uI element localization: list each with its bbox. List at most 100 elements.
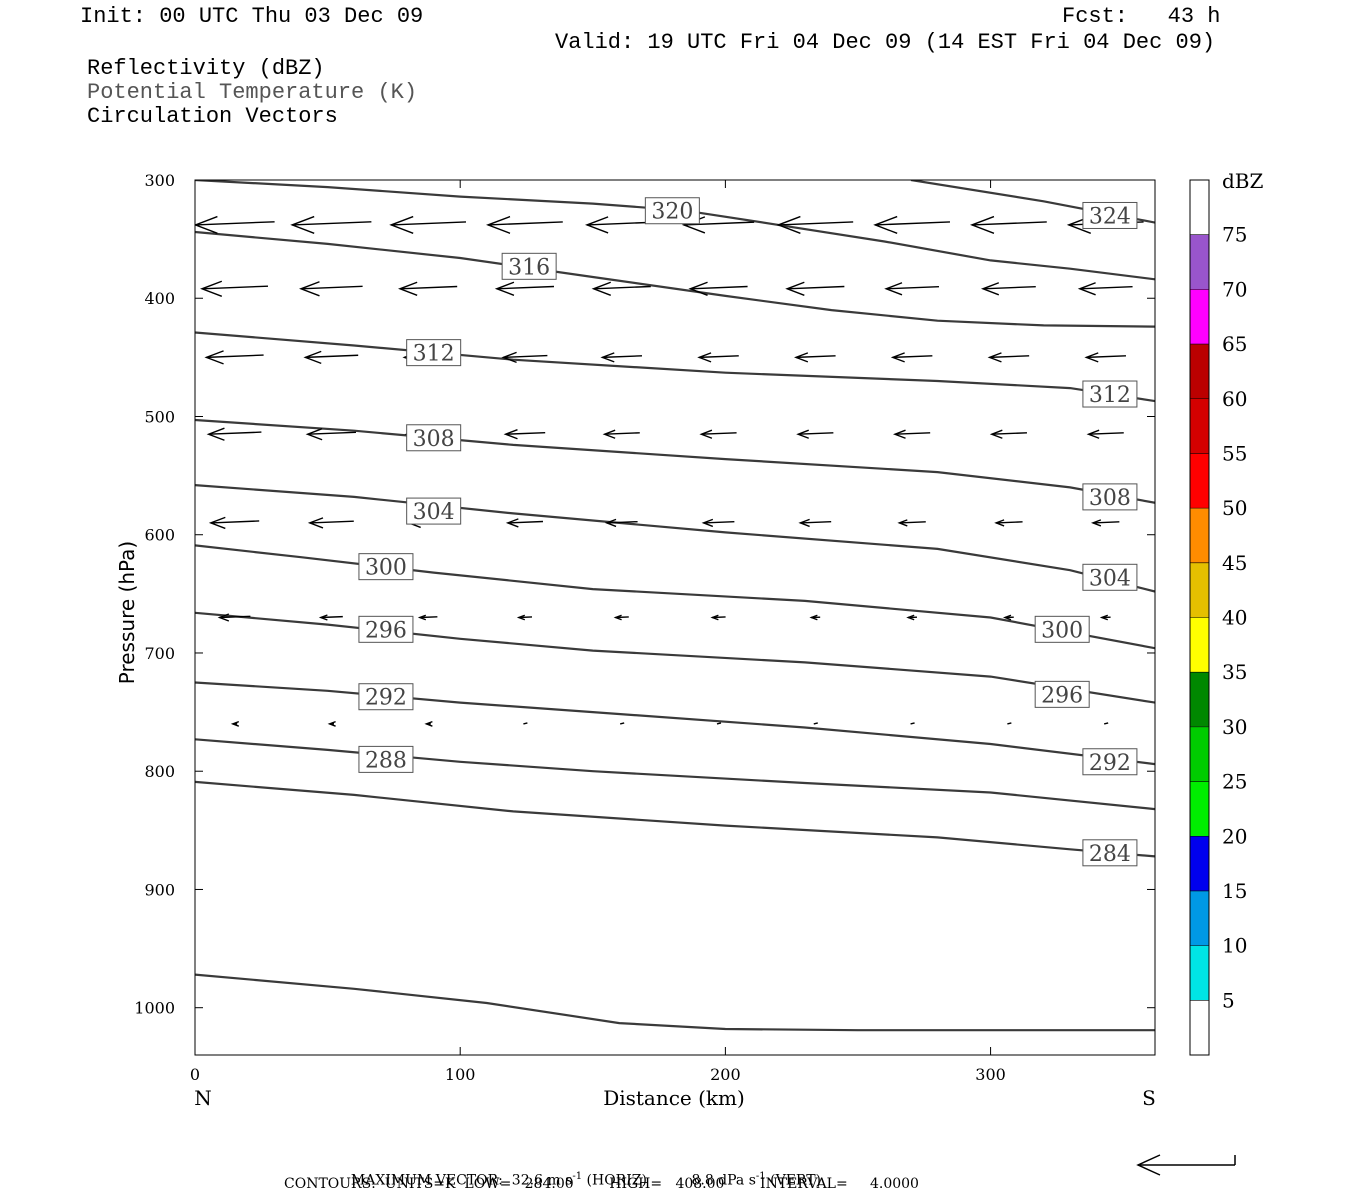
colorbar-segment <box>1190 344 1209 399</box>
colorbar-segment <box>1190 890 1209 946</box>
exp2: -1 <box>755 1171 766 1182</box>
init-time: Init: 00 UTC Thu 03 Dec 09 <box>80 4 424 29</box>
exp1: -1 <box>572 1171 583 1182</box>
contour-label-text: 300 <box>1041 618 1083 643</box>
contour-label-324: 324 <box>1082 201 1138 229</box>
vector-arrow <box>206 427 262 441</box>
x-tick-label: 200 <box>710 1065 741 1084</box>
vector-arrow <box>195 215 275 234</box>
vector-arrow <box>200 280 269 297</box>
colorbar-level-label: 75 <box>1222 223 1247 247</box>
y-axis-label: Pressure (hPa) <box>115 541 139 684</box>
vector-arrow <box>1086 429 1124 439</box>
vector-arrow <box>208 516 260 530</box>
vector-arrow <box>204 350 264 365</box>
vector-arrow <box>307 517 354 529</box>
y-tick-label: 600 <box>144 526 175 545</box>
contour-label-layer: 324 320 316 312 312 308 308 304 304 300 300 296 296 2… <box>358 197 1138 867</box>
colorbar-segment <box>1190 508 1209 563</box>
contour-label-text: 292 <box>365 686 407 711</box>
colorbar-segment <box>1190 453 1209 509</box>
contour-label-text: 312 <box>413 342 455 367</box>
y-tick-label: 900 <box>144 880 175 899</box>
contour-line-304 <box>195 484 1155 593</box>
contour-label-text: 324 <box>1089 204 1131 229</box>
contour-line-316 <box>195 230 1155 328</box>
contour-label-text: 284 <box>1089 842 1131 867</box>
axes-layer: 300 400 500 600 700 800 900 1000 0 100 200 300 N S Dis… <box>115 171 1156 1110</box>
contour-line-308 <box>195 418 1155 504</box>
y-tick-label: 1000 <box>134 999 175 1018</box>
max-vector-arrow <box>1136 1154 1236 1176</box>
vector-arrow <box>785 281 845 296</box>
vector-arrow <box>501 351 548 364</box>
valid-time: Valid: 19 UTC Fri 04 Dec 09 (14 EST Fri … <box>555 30 1216 55</box>
vector-arrow <box>989 429 1027 439</box>
vector-arrow <box>217 613 251 622</box>
vector-arrow <box>897 519 926 527</box>
contour-line-292 <box>195 681 1155 766</box>
contour-label-text: 316 <box>508 255 550 280</box>
colorbar-level-label: 30 <box>1222 715 1247 739</box>
vector-arrow <box>602 429 640 439</box>
colorbar-level-label: 5 <box>1222 988 1235 1012</box>
contour-label-296b: 296 <box>1034 680 1090 708</box>
contour-label-292b: 292 <box>1082 748 1138 776</box>
contour-line-284 <box>195 780 1155 858</box>
field-reflectivity: Reflectivity (dBZ) <box>87 56 325 81</box>
vector-arrow <box>591 281 651 296</box>
vector-arrow <box>794 352 836 363</box>
y-tick-label: 400 <box>144 289 175 308</box>
y-tick-label: 700 <box>144 644 175 663</box>
x-axis-label: Distance (km) <box>603 1086 745 1110</box>
vector-arrow <box>697 352 739 363</box>
vector-arrow <box>505 518 544 528</box>
colorbar-segment <box>1190 726 1209 782</box>
vector-arrow <box>299 281 363 297</box>
colorbar-level-label: 10 <box>1222 934 1247 958</box>
contour-label-308b: 308 <box>1082 483 1138 511</box>
vector-arrow <box>1002 614 1014 621</box>
contour-line-300 <box>195 544 1155 650</box>
vector-arrow <box>809 614 821 621</box>
vector-arrow <box>776 215 854 234</box>
vector-arrow <box>230 720 240 727</box>
vector-arrow <box>417 614 438 621</box>
vector-arrow <box>910 722 915 725</box>
vector-arrow <box>798 518 832 528</box>
forecast-hour: Fcst: 43 h <box>1062 4 1221 29</box>
vector-arrow <box>303 350 359 365</box>
contour-label-308: 308 <box>406 424 462 452</box>
max-vector-info: MAXIMUM VECTOR: 32.6 m s-1 (HORIZ) 8.8 d… <box>342 1158 821 1188</box>
colorbar: 5 10 15 20 25 30 35 40 45 50 55 60 65 70 75 dBZ <box>1189 169 1264 1056</box>
x-tick-label: 300 <box>975 1065 1006 1084</box>
contour-label-288: 288 <box>358 745 414 773</box>
contour-label-312b: 312 <box>1082 380 1138 408</box>
field-circulation-vectors: Circulation Vectors <box>87 104 338 129</box>
colorbar-segment <box>1190 234 1209 290</box>
colorbar-segment <box>1190 836 1209 891</box>
contour-label-296: 296 <box>358 615 414 643</box>
contour-label-304: 304 <box>406 497 462 525</box>
colorbar-level-label: 50 <box>1222 496 1247 520</box>
field-potential-temperature: Potential Temperature (K) <box>87 80 418 105</box>
colorbar-segment <box>1190 398 1209 454</box>
contour-line-280 <box>195 973 1155 1032</box>
vector-arrow <box>620 722 625 725</box>
max-vector-horiz-label: (HORIZ) <box>586 1172 647 1189</box>
vector-arrow <box>398 281 458 296</box>
vector-arrow <box>884 282 939 296</box>
max-vector-head <box>1136 1154 1161 1176</box>
colorbar-segment <box>1190 1000 1209 1055</box>
max-vector-vert: 8.8 dPa s <box>691 1172 756 1189</box>
vector-arrow <box>716 722 722 725</box>
colorbar-segment <box>1190 672 1209 727</box>
vector-arrow <box>1090 519 1120 527</box>
contour-label-text: 300 <box>365 556 407 581</box>
vector-arrow <box>290 215 372 234</box>
contour-label-text: 312 <box>1089 383 1131 408</box>
vector-arrow <box>523 722 528 725</box>
contour-label-text: 296 <box>1041 683 1083 708</box>
colorbar-level-label: 65 <box>1222 332 1247 356</box>
